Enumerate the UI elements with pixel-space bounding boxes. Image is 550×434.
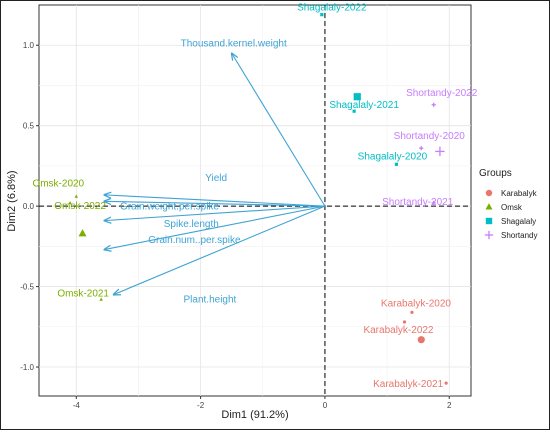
gridlines (39, 5, 471, 396)
data-point (431, 200, 436, 205)
group-centroid (78, 229, 87, 237)
legend-key (485, 217, 493, 225)
group-centroid (435, 146, 445, 157)
point-label: Karabalyk-2020 (381, 298, 451, 309)
variable-arrow (114, 205, 326, 294)
legend: Groups Karabalyk Omsk Shagalaly Shortandy (479, 168, 538, 240)
data-point (431, 102, 436, 107)
point-label: Shortandy-2021 (382, 197, 454, 208)
legend-title: Groups (479, 168, 512, 179)
arrow-label: Spike.length (164, 219, 219, 230)
point-label: Omsk-2021 (57, 288, 109, 299)
legend-key (485, 203, 493, 210)
data-point (402, 320, 407, 324)
group-centroid (417, 336, 425, 344)
y-tick-label: -1.0 (20, 363, 34, 372)
axes: -4 -2 0 2 -1.0 -0.5 0.0 0.5 1.0 (20, 5, 471, 410)
data-point (320, 13, 324, 17)
point-label: Shortandy-2020 (394, 131, 466, 142)
point-label: Shortandy-2022 (406, 88, 478, 99)
data-point (352, 109, 356, 113)
legend-label: Shagalaly (501, 217, 536, 226)
data-points (68, 13, 448, 385)
legend-key (484, 230, 494, 240)
variable-arrow (104, 205, 325, 220)
point-label: Shagalaly-2020 (358, 151, 428, 162)
group-centroid (353, 93, 361, 101)
arrow-label: Grain.weight.per.spike (120, 201, 219, 212)
y-tick-label: 0.5 (23, 122, 35, 131)
variable-arrow (104, 195, 325, 207)
legend-label: Shortandy (501, 231, 537, 240)
data-point (410, 310, 414, 314)
variable-arrow (104, 205, 326, 249)
point-label: Omsk-2020 (32, 178, 84, 189)
arrow-label: Thousand.kernel.weight (181, 38, 287, 49)
y-axis-title: Dim2 (6.8%) (6, 170, 18, 231)
x-tick-label: 0 (323, 401, 328, 410)
legend-label: Karabalyk (501, 189, 538, 198)
data-point (419, 146, 424, 151)
x-tick-label: 2 (447, 401, 452, 410)
y-tick-label: -0.5 (20, 283, 34, 292)
variable-arrow (104, 201, 325, 207)
data-point (99, 297, 103, 301)
x-tick-label: -2 (197, 401, 205, 410)
y-tick-label: 0.0 (23, 202, 35, 211)
arrow-label: Plant.height (184, 295, 237, 306)
x-axis-title: Dim1 (91.2%) (221, 409, 288, 421)
data-point (68, 200, 72, 205)
arrow-label: Grain.num..per.spike (148, 235, 241, 246)
point-label: Omsk-2022 (54, 201, 106, 212)
legend-label: Omsk (501, 203, 523, 212)
point-labels: Thousand.kernel.weight Yield Grain.weight.… (32, 3, 477, 390)
data-point (444, 381, 448, 385)
point-label: Karabalyk-2021 (373, 379, 443, 390)
legend-key (485, 189, 493, 197)
point-label: Shagalaly-2022 (297, 3, 367, 14)
point-label: Karabalyk-2022 (363, 325, 433, 336)
y-tick-label: 1.0 (23, 41, 35, 50)
arrow-label: Yield (205, 173, 227, 184)
variable-arrows (104, 53, 326, 294)
data-point (74, 194, 79, 198)
x-tick-label: -4 (73, 401, 81, 410)
variable-arrow (232, 53, 326, 207)
point-label: Shagalaly-2021 (329, 100, 399, 111)
data-point (394, 162, 399, 166)
